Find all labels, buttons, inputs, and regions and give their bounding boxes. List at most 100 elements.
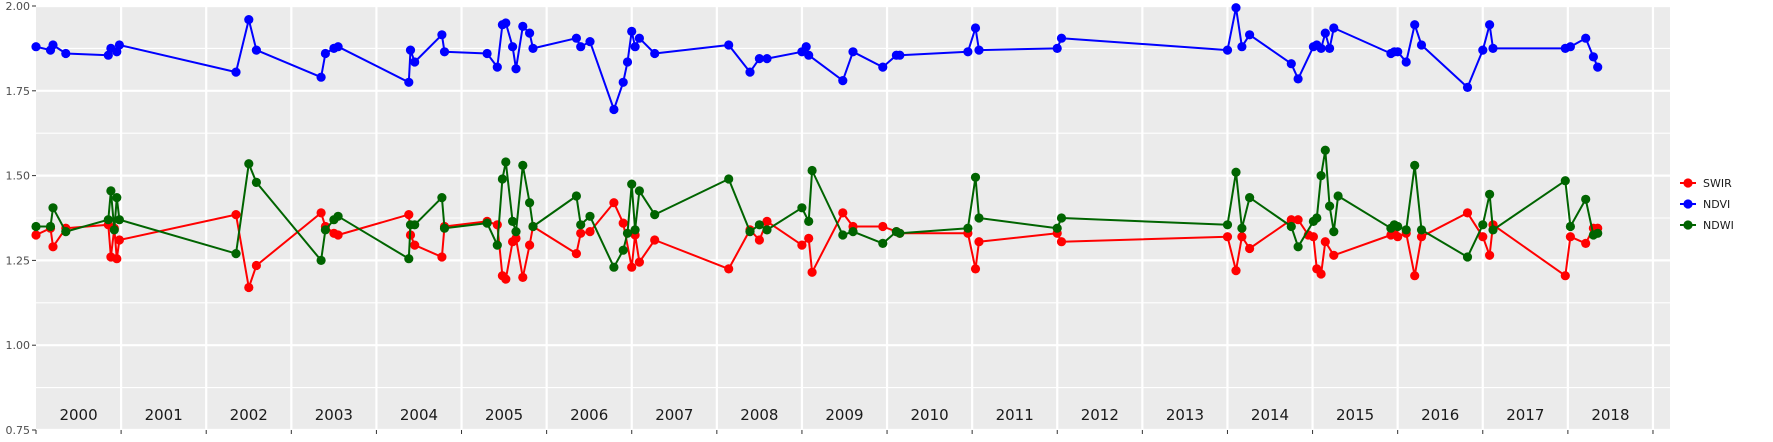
ndwi-point bbox=[1325, 201, 1335, 211]
ndvi-point bbox=[618, 77, 628, 87]
ndwi-point bbox=[650, 210, 660, 220]
ndvi-point bbox=[507, 42, 518, 52]
year-label: 2011 bbox=[996, 406, 1034, 424]
swir-point bbox=[112, 254, 122, 264]
ndwi-point bbox=[754, 220, 765, 230]
swir-point bbox=[762, 216, 772, 226]
ndwi-point bbox=[974, 213, 984, 223]
ndvi-point bbox=[650, 48, 660, 59]
ndvi-point bbox=[1581, 33, 1591, 43]
ndvi-point bbox=[439, 47, 450, 57]
ndvi-point bbox=[838, 76, 848, 86]
year-label: 2004 bbox=[400, 406, 438, 424]
ndvi-point bbox=[244, 15, 254, 25]
ndwi-point bbox=[109, 225, 119, 235]
swir-point bbox=[1462, 208, 1473, 218]
ndwi-point bbox=[838, 230, 848, 240]
ndvi-point bbox=[571, 33, 582, 43]
swir-point bbox=[807, 267, 817, 277]
ndwi-point bbox=[316, 255, 326, 265]
ndvi-point bbox=[634, 33, 645, 43]
ndwi-point bbox=[1329, 227, 1339, 237]
swir-point bbox=[1560, 271, 1570, 281]
ndvi-point bbox=[333, 42, 343, 52]
ndwi-point bbox=[1593, 228, 1603, 238]
ndvi-point bbox=[801, 42, 811, 52]
swir-point bbox=[754, 235, 765, 245]
swir-point bbox=[650, 235, 660, 245]
ndvi-point bbox=[1056, 33, 1067, 43]
ndvi-point bbox=[31, 42, 41, 52]
ndwi-point bbox=[528, 221, 538, 232]
year-labels: 2000 2001 2002 2003 2004 2005 2006 2007 2008 2009… bbox=[59, 406, 1629, 424]
swir-point bbox=[1316, 269, 1326, 279]
swir-point bbox=[571, 249, 582, 259]
swir-point bbox=[437, 252, 447, 262]
ndvi-point bbox=[114, 40, 124, 50]
year-label: 2010 bbox=[911, 406, 949, 424]
ndvi-point bbox=[609, 104, 619, 115]
swir-point bbox=[838, 208, 848, 218]
ndwi-point bbox=[1462, 252, 1473, 262]
ndvi-point bbox=[724, 40, 734, 50]
ndvi-point bbox=[518, 21, 528, 31]
swir-point bbox=[618, 218, 628, 228]
swir-point bbox=[1056, 237, 1067, 247]
ndwi-point bbox=[585, 211, 595, 221]
swir-point bbox=[316, 208, 326, 218]
year-label: 2009 bbox=[825, 406, 863, 424]
swir-point bbox=[634, 257, 645, 267]
ndwi-point bbox=[797, 203, 807, 213]
ndvi-point bbox=[1401, 57, 1411, 67]
data-series bbox=[31, 3, 1603, 293]
swir-point bbox=[974, 237, 984, 247]
swir-point bbox=[1222, 232, 1233, 242]
ndvi-point bbox=[1410, 20, 1420, 30]
ndwi-point bbox=[622, 228, 633, 238]
y-tick-label: 0.75 bbox=[6, 424, 31, 437]
ndwi-point bbox=[634, 186, 645, 196]
ndwi-point bbox=[970, 172, 981, 182]
swir-point bbox=[1286, 215, 1296, 225]
ndwi-point bbox=[333, 211, 343, 221]
legend-key-point bbox=[1683, 220, 1693, 230]
swir-point bbox=[797, 240, 807, 250]
ndwi-point bbox=[1316, 171, 1326, 181]
ndwi-point bbox=[1393, 221, 1403, 232]
year-label: 2001 bbox=[145, 406, 183, 424]
ndwi-point bbox=[1222, 220, 1233, 230]
ndwi-point bbox=[1056, 213, 1067, 223]
year-label: 2012 bbox=[1081, 406, 1119, 424]
ndvi-point bbox=[501, 18, 511, 28]
ndvi-point bbox=[511, 64, 521, 74]
ndwi-point bbox=[404, 254, 414, 264]
y-tick-label: 2.00 bbox=[6, 0, 31, 13]
ndwi-point bbox=[525, 198, 535, 208]
ndwi-point bbox=[1293, 242, 1303, 252]
year-label: 2007 bbox=[655, 406, 693, 424]
ndwi-point bbox=[1410, 160, 1420, 170]
ndwi-point bbox=[507, 216, 518, 226]
swir-point bbox=[1416, 232, 1427, 242]
ndvi-point bbox=[1393, 47, 1403, 57]
ndvi-point bbox=[754, 54, 765, 64]
ndwi-point bbox=[576, 220, 586, 230]
ndvi-point bbox=[482, 48, 492, 59]
ndvi-point bbox=[1320, 28, 1330, 38]
ndwi-point bbox=[807, 165, 817, 176]
ndwi-point bbox=[618, 245, 628, 255]
y-tick-label: 1.00 bbox=[6, 339, 31, 352]
ndvi-point bbox=[576, 42, 586, 52]
ndvi-point bbox=[437, 30, 447, 40]
y-axis: 0.75 1.00 1.25 1.50 1.75 2.00 bbox=[6, 0, 1654, 437]
swir-point bbox=[1293, 215, 1303, 225]
year-label: 2005 bbox=[485, 406, 523, 424]
ndvi-point bbox=[320, 48, 330, 59]
ndvi-point bbox=[525, 28, 535, 38]
year-label: 2013 bbox=[1166, 406, 1204, 424]
swir-point bbox=[518, 272, 528, 282]
year-label: 2018 bbox=[1591, 406, 1629, 424]
ndwi-point bbox=[724, 174, 734, 184]
swir-point bbox=[1393, 232, 1403, 242]
ndwi-point bbox=[320, 225, 330, 235]
